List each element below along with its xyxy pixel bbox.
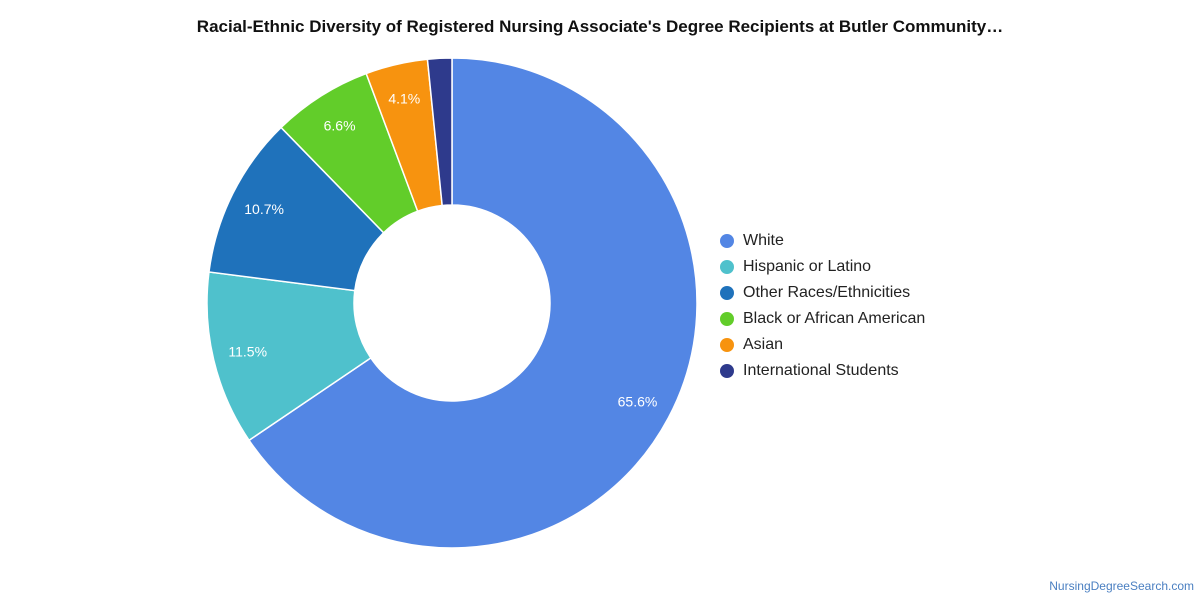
donut-slice-labels: 65.6% 11.5% 10.7% 6.6% 4.1% [228, 90, 657, 409]
slice-international-students[interactable] [426, 57, 453, 207]
legend-label: Hispanic or Latino [743, 258, 872, 275]
slice-label-hispanic-or-latino: 11.5% [228, 344, 267, 360]
slice-hispanic-or-latino[interactable] [206, 271, 372, 442]
legend-label: Other Races/Ethnicities [743, 284, 911, 301]
slice-white[interactable] [248, 57, 698, 549]
legend-item-hispanic-or-latino[interactable]: Hispanic or Latino [720, 254, 925, 280]
legend-swatch-black-or-african-american [720, 312, 734, 326]
watermark-link[interactable]: NursingDegreeSearch.com [1049, 579, 1194, 593]
legend-swatch-white [720, 234, 734, 248]
legend-label: Black or African American [743, 310, 926, 327]
chart-legend: White Hispanic or Latino Other Races/Ethni… [720, 228, 925, 384]
donut-slices [206, 57, 698, 549]
slice-label-black-or-african-american: 6.6% [324, 118, 356, 134]
chart-title: Racial-Ethnic Diversity of Registered Nu… [196, 17, 1004, 36]
legend-label: White [743, 232, 784, 249]
slice-label-white: 65.6% [618, 393, 658, 409]
legend-swatch-hispanic-or-latino [720, 260, 734, 274]
legend-swatch-international-students [720, 364, 734, 378]
legend-item-asian[interactable]: Asian [720, 332, 925, 358]
legend-item-white[interactable]: White [720, 228, 925, 254]
slice-label-other-races-ethnicities: 10.7% [244, 201, 284, 217]
legend-label: International Students [743, 362, 899, 379]
slice-label-asian: 4.1% [388, 90, 420, 106]
slice-other-races-ethnicities[interactable] [208, 126, 385, 292]
legend-swatch-other-races-ethnicities [720, 286, 734, 300]
legend-item-international-students[interactable]: International Students [720, 358, 925, 384]
legend-label: Asian [743, 336, 784, 353]
legend-item-black-or-african-american[interactable]: Black or African American [720, 306, 925, 332]
legend-swatch-asian [720, 338, 734, 352]
legend-item-other-races-ethnicities[interactable]: Other Races/Ethnicities [720, 280, 925, 306]
